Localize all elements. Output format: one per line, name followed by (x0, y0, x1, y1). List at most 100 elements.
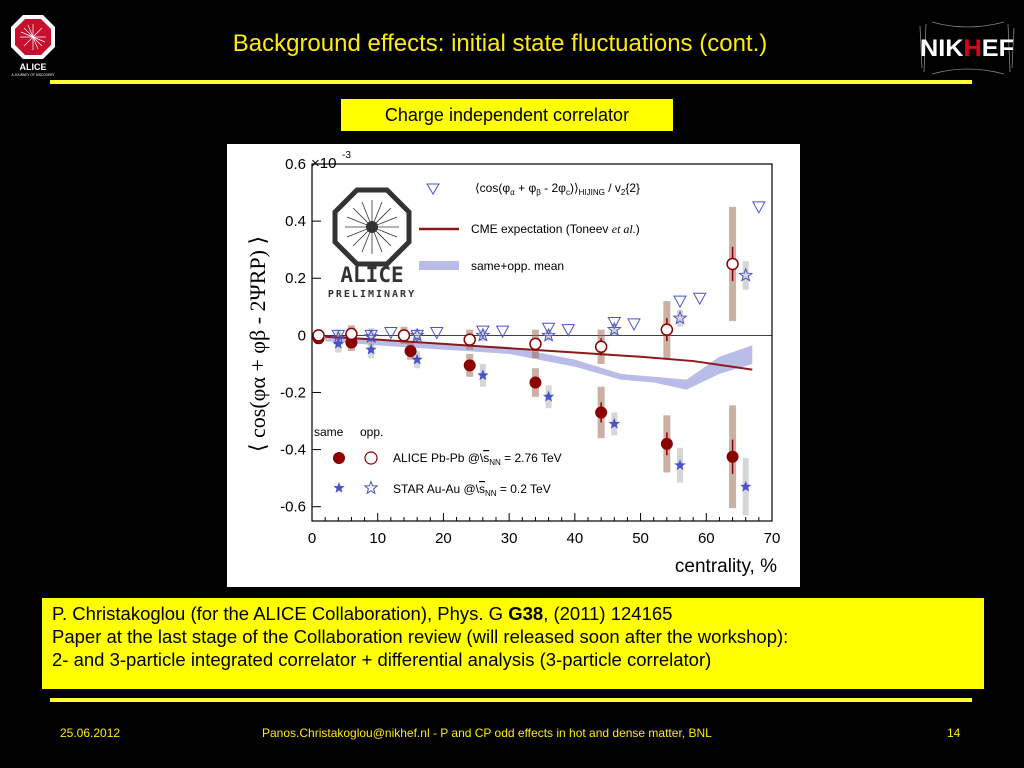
reference-line-1: P. Christakoglou (for the ALICE Collabor… (52, 603, 673, 624)
legend-star-opp-marker (363, 480, 379, 495)
legend-hijing-label: ⟨cos(φα + φβ - 2φc)⟩HIJING / v2{2} (475, 181, 640, 197)
top-divider (50, 80, 972, 84)
legend-opp-header: opp. (360, 425, 383, 439)
alice-opp-point (463, 333, 476, 346)
hijing-point (430, 327, 444, 340)
star-same-point (542, 390, 555, 402)
star-opp-point (330, 330, 346, 345)
star-opp-point (738, 267, 754, 282)
x-tick-label: 60 (698, 530, 715, 547)
reference-line-3: 2- and 3-particle integrated correlator … (52, 649, 712, 670)
hijing-point (692, 292, 707, 306)
star-same-point (608, 417, 620, 429)
y-tick-label: -0.2 (280, 384, 306, 401)
reference-box: P. Christakoglou (for the ALICE Collabor… (42, 598, 984, 689)
hijing-point (384, 327, 398, 340)
hijing-point (476, 325, 490, 339)
hijing-point (561, 324, 576, 337)
bottom-divider (50, 698, 972, 702)
x-tick-label: 30 (501, 530, 518, 547)
marker-layer (312, 201, 766, 492)
legend-star-label: STAR Au-Au @\sNN = 0.2 TeV (393, 482, 551, 498)
hijing-point (752, 201, 766, 214)
footer-page: 14 (947, 726, 961, 740)
alice-same-point (529, 376, 542, 389)
reference-line-2: Paper at the last stage of the Collabora… (52, 626, 789, 647)
alice-same-point (345, 336, 358, 349)
hijing-point (495, 325, 510, 339)
x-tick-label: 40 (567, 530, 584, 547)
alice-preliminary-logo: ALICE PRELIMINARY (328, 187, 416, 300)
legend-alice-same-marker (333, 452, 345, 464)
alice-opp-point (726, 257, 739, 271)
nikhef-logo: NIKHEF (919, 21, 1015, 75)
star-opp-sys (677, 309, 683, 327)
alice-opp-point (660, 323, 674, 336)
star-opp-sys (414, 329, 421, 342)
y-tick-label: 0 (298, 327, 306, 344)
alice-logo-subtext: A JOURNEY OF DISCOVERY (12, 73, 56, 77)
alice-opp-point (345, 327, 358, 341)
preliminary-alice-text: ALICE (340, 263, 403, 287)
y-tick-label: 0.4 (285, 213, 306, 230)
alice-opp-point (397, 329, 411, 342)
x-tick-label: 70 (764, 530, 781, 547)
star-opp-point (363, 328, 379, 344)
correlator-chart: 0 10 20 30 40 50 60 70 0.6 0.4 0.2 0 -0.2 -0.4 -0.6 ×1… (245, 150, 780, 577)
x-axis-label: centrality, % (675, 556, 777, 577)
y-multiplier-exp: -3 (342, 150, 351, 161)
y-multiplier: ×10 (311, 155, 336, 172)
alice-same-point (404, 345, 417, 358)
cme-line (325, 335, 753, 371)
plot-frame (311, 163, 773, 522)
legend-mean-band (419, 261, 459, 270)
star-opp-sys (368, 328, 375, 346)
alice-opp-point (529, 337, 542, 351)
plot-panel: 0 10 20 30 40 50 60 70 0.6 0.4 0.2 0 -0.2 -0.4 -0.6 ×1… (227, 144, 800, 587)
star-opp-sys (611, 323, 618, 336)
y-tick-label: -0.6 (280, 499, 306, 516)
star-same-point (740, 480, 752, 492)
alice-same-point (660, 437, 673, 450)
footer-center: Panos.Christakoglou@nikhef.nl - P and CP… (262, 726, 712, 740)
legend-same-header: same (314, 425, 344, 439)
alice-same-point (726, 450, 739, 463)
alice-opp-point (312, 329, 325, 342)
svg-text:NIKHEF: NIKHEF (920, 35, 1014, 62)
star-opp-point (475, 327, 491, 342)
slide-title: Background effects: initial state fluctu… (232, 30, 768, 57)
y-tick-label: 0.2 (285, 270, 306, 287)
star-opp-sys (479, 329, 486, 342)
alice-same-point (463, 359, 476, 372)
star-same-point (332, 337, 344, 349)
legend-alice-label: ALICE Pb-Pb @\sNN = 2.76 TeV (393, 451, 562, 467)
legend-alice-opp-marker (364, 451, 378, 465)
star-same-point (365, 343, 377, 355)
star-opp-point (541, 327, 557, 342)
y-tick-label: -0.4 (280, 442, 306, 459)
star-same-point (674, 459, 686, 471)
legend-star-same-marker (333, 482, 345, 493)
hijing-point (673, 295, 687, 309)
alice-logo-text: ALICE (20, 62, 47, 72)
alice-logo: ALICE A JOURNEY OF DISCOVERY (11, 15, 56, 77)
legend-bottom: same opp. ALICE Pb-Pb @\sNN = 2.76 TeV S… (314, 425, 562, 498)
star-opp-sys (545, 329, 552, 342)
hijing-point (541, 322, 556, 336)
legend-top: ⟨cos(φα + φβ - 2φc)⟩HIJING / v2{2} CME e… (419, 181, 640, 273)
legend-cme-label: CME expectation (Toneev et al.) (471, 222, 640, 236)
star-opp-point (606, 321, 622, 337)
y-tick-label: 0.6 (285, 156, 306, 173)
preliminary-word: PRELIMINARY (328, 289, 416, 300)
axis-ticks: 0 10 20 30 40 50 60 70 0.6 0.4 0.2 0 -0.2 -0.4 -0.6 (280, 156, 780, 547)
star-opp-sys (742, 261, 749, 290)
y-axis-label: ⟨ cos(φα + φβ - 2ΨRP) ⟩ (245, 236, 270, 452)
x-tick-label: 20 (435, 530, 452, 547)
star-same-point (411, 353, 423, 365)
x-tick-label: 10 (369, 530, 386, 547)
hijing-point (607, 317, 622, 330)
legend-hijing-marker (426, 183, 440, 195)
chart-label-box: Charge independent correlator (341, 99, 673, 131)
star-opp-point (672, 310, 688, 325)
star-opp-point (409, 327, 425, 342)
